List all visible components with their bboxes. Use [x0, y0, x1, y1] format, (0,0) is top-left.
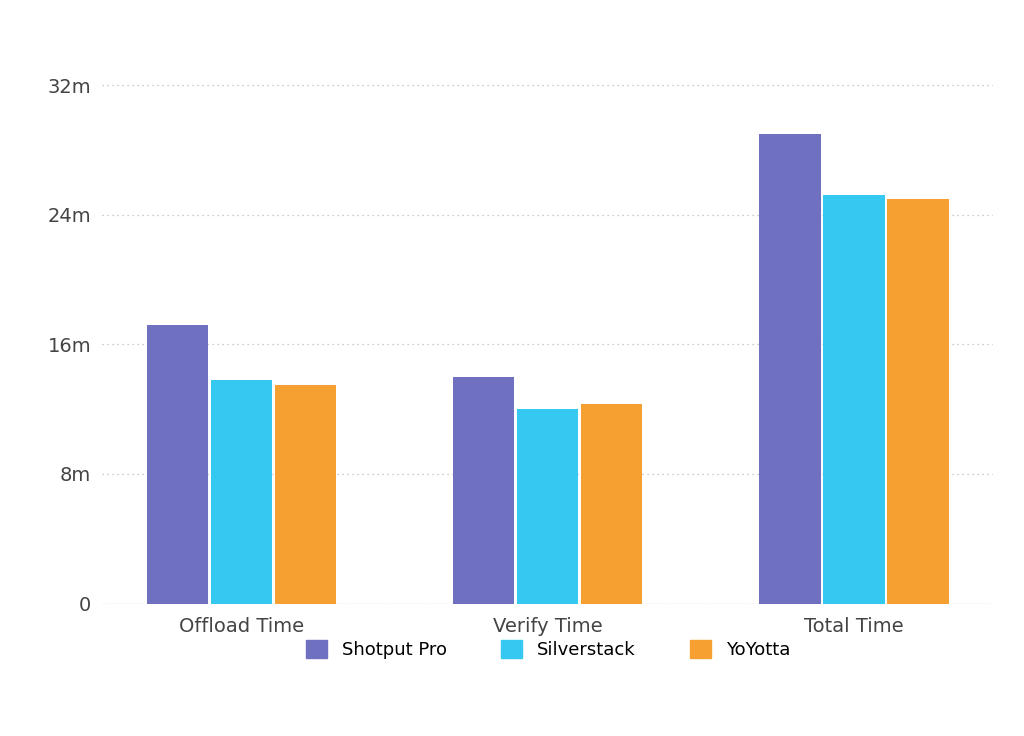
Bar [760, 134, 820, 604]
Bar [454, 377, 514, 604]
Bar [517, 409, 579, 604]
Bar [275, 385, 336, 604]
Bar [211, 380, 272, 604]
Bar [888, 199, 949, 604]
Legend: Shotput Pro, Silverstack, YoYotta: Shotput Pro, Silverstack, YoYotta [297, 631, 799, 668]
Bar [147, 325, 208, 604]
Bar [823, 196, 885, 604]
Bar [582, 404, 642, 604]
